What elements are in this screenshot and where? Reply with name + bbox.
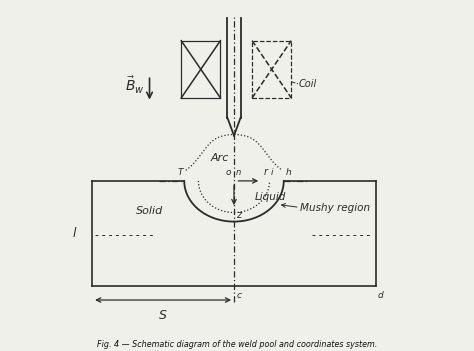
- Text: r: r: [264, 167, 268, 177]
- Text: z: z: [237, 210, 242, 219]
- Text: Arc: Arc: [211, 153, 229, 163]
- Text: S: S: [159, 309, 167, 322]
- Text: $\vec{B}_w$: $\vec{B}_w$: [125, 75, 144, 97]
- Text: c: c: [237, 291, 242, 300]
- Text: o: o: [226, 168, 231, 177]
- Text: i: i: [271, 168, 273, 177]
- Text: Fig. 4 — Schematic diagram of the weld pool and coordinates system.: Fig. 4 — Schematic diagram of the weld p…: [97, 340, 377, 349]
- Text: d: d: [377, 291, 383, 300]
- Text: n: n: [236, 168, 241, 177]
- Text: l: l: [73, 227, 76, 240]
- Text: Liquid: Liquid: [255, 192, 286, 203]
- Text: Solid: Solid: [136, 206, 163, 216]
- Text: h: h: [285, 168, 291, 177]
- Text: Coil: Coil: [299, 79, 317, 90]
- Text: Mushy region: Mushy region: [301, 203, 371, 213]
- Text: T: T: [177, 168, 182, 177]
